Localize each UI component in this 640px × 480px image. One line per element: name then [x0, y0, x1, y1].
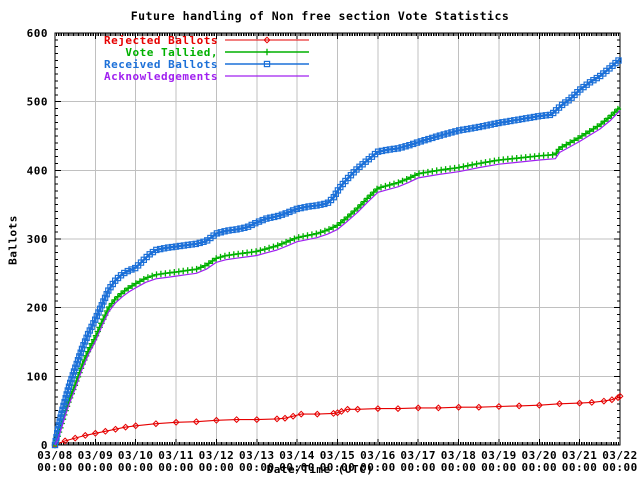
legend-item-rejected-ballots: Rejected Ballots — [57, 33, 312, 47]
x-tick-date: 03/16 — [360, 449, 396, 462]
legend-line-sample-square — [225, 60, 309, 68]
series-markers — [51, 392, 624, 449]
series-line — [54, 110, 621, 446]
x-tick-date: 03/10 — [118, 449, 154, 462]
x-tick-date: 03/18 — [441, 449, 477, 462]
y-axis-label: Ballots — [6, 215, 20, 265]
series-markers — [51, 105, 622, 449]
legend-label: Vote Tallied, — [125, 45, 218, 59]
x-tick-time: 00:00 — [279, 461, 315, 474]
x-tick-time: 00:00 — [118, 461, 154, 474]
y-tick-label: 500 — [27, 96, 48, 109]
legend: Rejected Ballots Vote Tallied, Received … — [57, 33, 312, 83]
x-axis-label: Date/Time (UTC) — [266, 463, 374, 476]
legend-label: Rejected Ballots — [104, 33, 218, 47]
x-tick-time: 00:00 — [78, 461, 114, 474]
x-tick-date: 03/11 — [158, 449, 194, 462]
y-tick-label: 0 — [41, 439, 48, 452]
x-tick-time: 00:00 — [320, 461, 356, 474]
y-tick-label: 200 — [27, 302, 48, 315]
x-tick-date: 03/17 — [400, 449, 436, 462]
x-tick-time: 00:00 — [481, 461, 517, 474]
legend-line-sample-plain — [225, 75, 309, 77]
x-tick-date: 03/09 — [78, 449, 114, 462]
x-tick-time: 00:00 — [158, 461, 194, 474]
x-tick-date: 03/14 — [279, 449, 315, 462]
x-tick-date: 03/13 — [239, 449, 275, 462]
legend-line-sample-plus — [225, 48, 309, 56]
y-tick-label: 600 — [27, 27, 48, 40]
x-tick-date: 03/21 — [562, 449, 598, 462]
series-markers — [51, 57, 622, 449]
legend-item-vote-tallied: Vote Tallied, — [57, 45, 312, 59]
x-tick-time: 00:00 — [199, 461, 235, 474]
x-tick-time: 00:00 — [239, 461, 275, 474]
x-tick-time: 00:00 — [37, 461, 73, 474]
chart-title: Future handling of Non free section Vote… — [130, 9, 510, 23]
x-tick-time: 00:00 — [360, 461, 396, 474]
x-tick-date: 03/20 — [521, 449, 557, 462]
x-tick-time: 00:00 — [441, 461, 477, 474]
x-tick-date: 03/22 — [602, 449, 638, 462]
legend-label: Acknowledgements — [104, 69, 218, 83]
x-tick-date: 03/08 — [37, 449, 73, 462]
legend-item-received-ballots: Received Ballots — [57, 57, 312, 71]
series-line — [54, 395, 621, 446]
y-tick-label: 400 — [27, 164, 48, 177]
x-tick-date: 03/19 — [481, 449, 517, 462]
y-tick-label: 300 — [27, 233, 48, 246]
y-tick-label: 100 — [27, 370, 48, 383]
legend-label: Received Ballots — [104, 57, 218, 71]
legend-line-sample-diamond — [225, 36, 309, 44]
legend-item-acknowledgements: Acknowledgements — [57, 69, 312, 83]
x-tick-time: 00:00 — [400, 461, 436, 474]
x-tick-time: 00:00 — [521, 461, 557, 474]
x-tick-date: 03/15 — [320, 449, 356, 462]
x-tick-time: 00:00 — [602, 461, 638, 474]
x-tick-time: 00:00 — [562, 461, 598, 474]
x-tick-date: 03/12 — [199, 449, 235, 462]
